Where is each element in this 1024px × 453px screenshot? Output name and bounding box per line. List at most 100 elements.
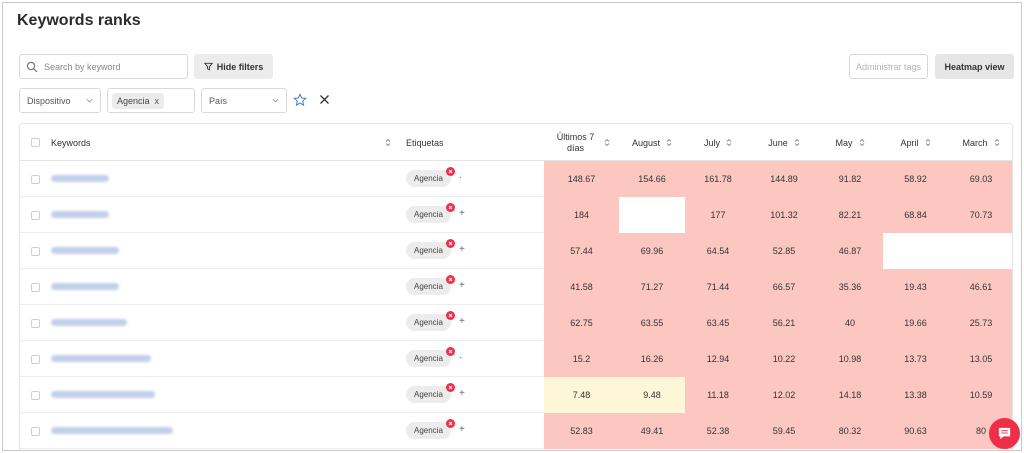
rank-cell: 71.44	[685, 269, 751, 305]
rank-cell: 69.96	[619, 233, 685, 269]
table-row[interactable]: Agencia · 15.2 16.26 12.94 10.22 10.98 13.73 13.…	[20, 341, 1012, 377]
table-row[interactable]: Agencia +52.83 49.41 52.38 59.45 80.32 90.63 80	[20, 413, 1012, 449]
hide-filters-button[interactable]: Hide filters	[194, 54, 273, 79]
rank-cell: 82.21	[817, 197, 883, 233]
rank-cell: 12.94	[685, 341, 751, 377]
rank-cell: 49.41	[619, 413, 685, 449]
remove-tag-icon[interactable]	[446, 203, 455, 212]
sort-icon[interactable]	[666, 138, 672, 147]
table-row[interactable]: Agencia +41.58 71.27 71.44 66.57 35.36 19.43 46…	[20, 269, 1012, 305]
sort-icon[interactable]	[925, 138, 931, 147]
chat-widget-button[interactable]	[989, 418, 1020, 449]
sort-icon[interactable]	[794, 138, 800, 147]
header-col-label: March	[962, 137, 988, 148]
keyword-link-redacted[interactable]	[51, 355, 151, 362]
table-row[interactable]: Agencia +62.75 63.55 63.45 56.21 40 19.66 25.73	[20, 305, 1012, 341]
table-row[interactable]: Agencia +57.44 69.96 64.54 52.85 46.87	[20, 233, 1012, 269]
rank-cell: 19.66	[883, 305, 948, 341]
rank-cell: 10.98	[817, 341, 883, 377]
tag-select[interactable]: Agencia x	[107, 88, 195, 113]
row-checkbox[interactable]	[31, 427, 40, 436]
rank-cell: 40	[817, 305, 883, 341]
tag-pill: Agencia	[406, 206, 451, 223]
table-row[interactable]: Agencia +184 177 101.32 82.21 68.84 70.73	[20, 197, 1012, 233]
rank-cell: 52.83	[544, 413, 619, 449]
row-checkbox[interactable]	[31, 319, 40, 328]
keyword-link-redacted[interactable]	[51, 211, 109, 218]
admin-tags-button[interactable]: Administrar tags	[849, 54, 928, 79]
rank-cell: 184	[544, 197, 619, 233]
rank-cell: 16.26	[619, 341, 685, 377]
keyword-link-redacted[interactable]	[51, 175, 109, 182]
row-checkbox[interactable]	[31, 283, 40, 292]
header-col-5[interactable]: April	[883, 124, 948, 161]
close-icon[interactable]	[319, 94, 330, 105]
remove-chip-icon[interactable]: x	[154, 95, 160, 106]
rank-cell: 144.89	[751, 161, 817, 197]
keyword-link-redacted[interactable]	[51, 427, 173, 434]
header-tags: Etiquetas	[406, 137, 444, 148]
header-col-label: July	[703, 137, 720, 148]
sort-icon[interactable]	[726, 138, 732, 147]
remove-tag-icon[interactable]	[446, 275, 455, 284]
rank-cell: 101.32	[751, 197, 817, 233]
rank-cell: 62.75	[544, 305, 619, 341]
header-col-4[interactable]: May	[817, 124, 883, 161]
keyword-link-redacted[interactable]	[51, 247, 119, 254]
add-tag-button[interactable]: ·	[459, 352, 463, 363]
table-row[interactable]: Agencia +7.48 9.48 11.18 12.02 14.18 13.38 10.5…	[20, 377, 1012, 413]
header-col-1[interactable]: August	[619, 124, 685, 161]
keyword-link-redacted[interactable]	[51, 283, 119, 290]
search-box[interactable]	[19, 54, 188, 79]
rank-cell: 57.44	[544, 233, 619, 269]
country-select[interactable]: País	[201, 88, 287, 113]
header-col-0[interactable]: Últimos 7 días	[544, 124, 619, 161]
keyword-link-redacted[interactable]	[51, 391, 155, 398]
rank-cell: 35.36	[817, 269, 883, 305]
sort-icon[interactable]	[604, 138, 610, 147]
remove-tag-icon[interactable]	[446, 167, 455, 176]
add-tag-button[interactable]: +	[459, 280, 465, 291]
remove-tag-icon[interactable]	[446, 419, 455, 428]
row-checkbox[interactable]	[31, 175, 40, 184]
rank-cell	[619, 197, 685, 233]
add-tag-button[interactable]: ·	[459, 172, 463, 183]
remove-tag-icon[interactable]	[446, 239, 455, 248]
keyword-link-redacted[interactable]	[51, 319, 127, 326]
header-col-3[interactable]: June	[751, 124, 817, 161]
row-checkbox[interactable]	[31, 211, 40, 220]
add-tag-button[interactable]: +	[459, 244, 465, 255]
sort-icon[interactable]	[385, 138, 391, 147]
header-col-2[interactable]: July	[685, 124, 751, 161]
tag-pill: Agencia	[406, 170, 451, 187]
sort-icon[interactable]	[859, 138, 865, 147]
remove-tag-icon[interactable]	[446, 311, 455, 320]
rank-cell: 14.18	[817, 377, 883, 413]
add-tag-button[interactable]: +	[459, 388, 465, 399]
search-input[interactable]	[44, 61, 184, 72]
table-row[interactable]: Agencia · 148.67 154.66 161.78 144.89 91.82 58.…	[20, 161, 1012, 197]
rank-cell: 56.21	[751, 305, 817, 341]
page-title: Keywords ranks	[17, 12, 141, 29]
rank-cell: 25.73	[948, 305, 1012, 341]
row-checkbox[interactable]	[31, 391, 40, 400]
star-icon[interactable]	[293, 93, 307, 107]
remove-tag-icon[interactable]	[446, 347, 455, 356]
remove-tag-icon[interactable]	[446, 383, 455, 392]
rank-cell: 52.85	[751, 233, 817, 269]
add-tag-button[interactable]: +	[459, 424, 465, 435]
rank-cell: 90.63	[883, 413, 948, 449]
rank-cell: 148.67	[544, 161, 619, 197]
add-tag-button[interactable]: +	[459, 208, 465, 219]
sort-icon[interactable]	[994, 138, 1000, 147]
header-col-6[interactable]: March	[948, 124, 1012, 161]
add-tag-button[interactable]: +	[459, 316, 465, 327]
heatmap-view-button[interactable]: Heatmap view	[935, 54, 1014, 79]
device-select[interactable]: Dispositivo	[19, 88, 101, 113]
row-checkbox[interactable]	[31, 355, 40, 364]
header-keywords[interactable]: Keywords	[51, 124, 391, 161]
rank-cell: 71.27	[619, 269, 685, 305]
row-checkbox[interactable]	[31, 247, 40, 256]
rank-cell: 13.05	[948, 341, 1012, 377]
select-all-checkbox[interactable]	[31, 138, 40, 147]
